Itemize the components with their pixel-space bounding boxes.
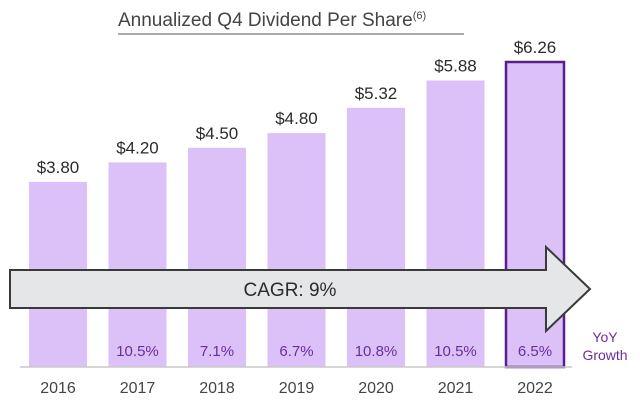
- bar-2019: [267, 133, 326, 367]
- chart-title-superscript: (6): [413, 10, 426, 22]
- growth-label-2022: 6.5%: [518, 343, 552, 360]
- value-label-2016: $3.80: [37, 158, 80, 177]
- yoy-label-line2: Growth: [582, 347, 627, 363]
- bar-2018: [188, 147, 246, 367]
- x-tick-label-2022: 2022: [517, 380, 553, 397]
- growth-label-2019: 6.7%: [279, 343, 313, 360]
- value-label-2019: $4.80: [275, 109, 318, 128]
- value-label-2020: $5.32: [355, 84, 398, 103]
- labels-layer: $3.80 2016 $4.20 10.5% 2017 $4.50 7.1% 2018 $4.8…: [37, 38, 557, 397]
- x-tick-label-2021: 2021: [438, 380, 474, 397]
- x-tick-label-2017: 2017: [120, 380, 156, 397]
- yoy-label-line1: YoY: [592, 329, 618, 345]
- value-label-2021: $5.88: [434, 57, 477, 76]
- chart-title: Annualized Q4 Dividend Per Share(6): [118, 10, 426, 31]
- bars-layer: [29, 60, 566, 369]
- growth-label-2021: 10.5%: [434, 343, 477, 360]
- bar-2020: [347, 107, 405, 368]
- cagr-arrow-shape: [9, 244, 592, 334]
- bar-2021: [426, 80, 485, 367]
- bar-2017: [108, 162, 167, 367]
- cagr-label: CAGR: 9%: [244, 280, 337, 301]
- x-tick-label-2020: 2020: [358, 380, 394, 397]
- value-label-2018: $4.50: [196, 124, 239, 143]
- chart-title-text: Annualized Q4 Dividend Per Share: [118, 10, 413, 31]
- x-tick-label-2018: 2018: [199, 380, 235, 397]
- value-label-2017: $4.20: [116, 138, 159, 157]
- value-label-2022: $6.26: [514, 38, 557, 57]
- growth-label-2018: 7.1%: [200, 343, 234, 360]
- growth-label-2017: 10.5%: [116, 343, 159, 360]
- x-tick-label-2019: 2019: [279, 380, 315, 397]
- growth-label-2020: 10.8%: [355, 343, 398, 360]
- x-tick-label-2016: 2016: [40, 380, 76, 397]
- cagr-arrow: CAGR: 9%: [9, 244, 592, 334]
